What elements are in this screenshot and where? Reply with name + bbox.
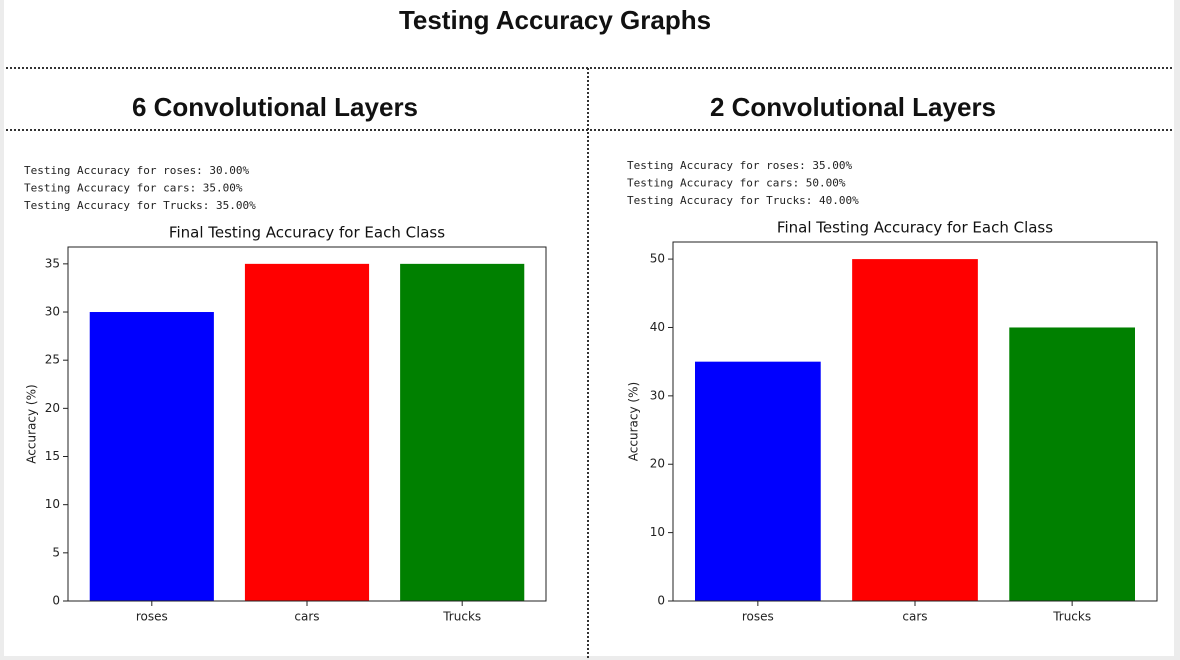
output-line: Testing Accuracy for cars: 35.00%	[24, 182, 243, 195]
x-tick-label: Trucks	[442, 610, 481, 624]
y-tick-label: 10	[650, 525, 665, 539]
section-heading: 6 Convolutional Layers	[132, 92, 418, 122]
y-tick-label: 15	[45, 449, 60, 463]
y-tick-label: 5	[52, 545, 60, 559]
output-line: Testing Accuracy for cars: 50.00%	[627, 177, 846, 190]
x-tick-label: cars	[902, 610, 927, 624]
bar	[695, 361, 821, 601]
y-tick-label: 25	[45, 353, 60, 367]
y-tick-label: 0	[52, 594, 60, 608]
bar	[244, 263, 370, 601]
output-line: Testing Accuracy for roses: 35.00%	[627, 159, 853, 172]
y-tick-label: 20	[650, 457, 665, 471]
x-tick-label: Trucks	[1052, 610, 1091, 624]
bar	[400, 263, 525, 601]
y-axis-label: Accuracy (%)	[25, 384, 39, 463]
y-tick-label: 35	[45, 256, 60, 270]
chart-title: Final Testing Accuracy for Each Class	[777, 219, 1053, 237]
output-line: Testing Accuracy for Trucks: 35.00%	[24, 199, 256, 212]
axes-frame	[672, 241, 1158, 602]
page-title: Testing Accuracy Graphs	[399, 5, 711, 35]
y-tick-label: 10	[45, 497, 60, 511]
bar	[1009, 327, 1135, 601]
y-axis-label: Accuracy (%)	[627, 382, 641, 461]
output-line: Testing Accuracy for Trucks: 40.00%	[627, 194, 859, 207]
x-tick-label: roses	[136, 610, 168, 624]
x-tick-label: roses	[742, 610, 774, 624]
y-tick-label: 40	[650, 320, 665, 334]
output-line: Testing Accuracy for roses: 30.00%	[24, 164, 250, 177]
y-tick-label: 0	[657, 594, 665, 608]
y-tick-label: 30	[650, 388, 665, 402]
bar	[852, 259, 978, 601]
y-tick-label: 20	[45, 401, 60, 415]
x-tick-label: cars	[294, 610, 319, 624]
bar	[89, 312, 214, 601]
y-tick-label: 30	[45, 305, 60, 319]
y-tick-label: 50	[650, 252, 665, 266]
axes-frame	[67, 246, 547, 602]
section-heading: 2 Convolutional Layers	[710, 92, 996, 122]
chart-title: Final Testing Accuracy for Each Class	[169, 224, 445, 242]
